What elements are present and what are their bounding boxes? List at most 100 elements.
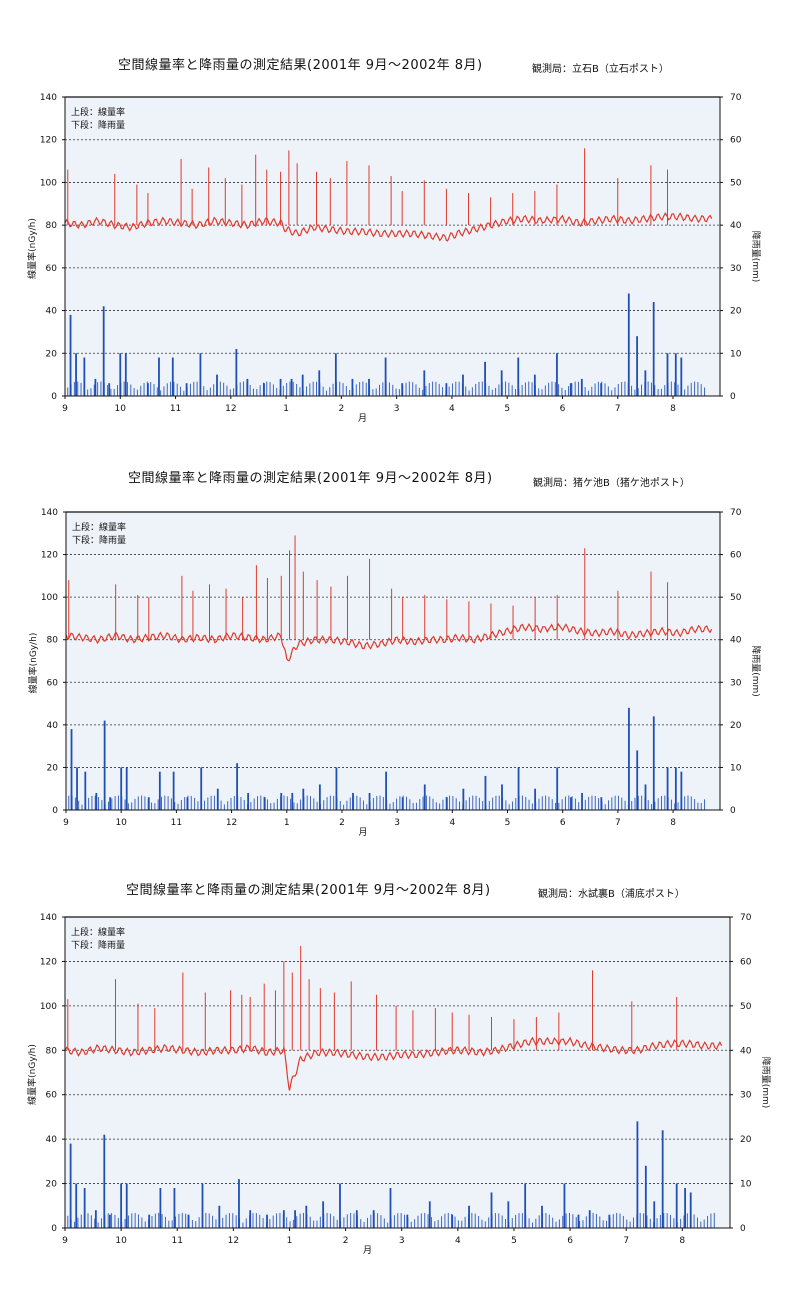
rain-bar <box>392 802 394 810</box>
rain-bar <box>111 1213 113 1228</box>
rain-bar <box>199 353 202 396</box>
rain-bar <box>484 361 486 396</box>
rain-bar <box>362 800 364 810</box>
rain-bar <box>343 1217 345 1228</box>
rain-bar <box>259 385 261 396</box>
rain-bar <box>502 797 504 810</box>
rain-bar <box>395 388 397 396</box>
chart-panel-1: 空間線量率と降雨量の測定結果(2001年 9月～2002年 8月) 観測局：立石… <box>0 0 800 430</box>
rain-bar <box>607 386 609 396</box>
rain-bar <box>80 1214 82 1228</box>
y2-axis-label: 降雨量(mm) <box>750 231 762 283</box>
rain-bar <box>80 382 82 396</box>
rain-bar <box>71 795 73 810</box>
rain-bar <box>286 1217 288 1228</box>
rain-bar <box>600 383 603 396</box>
rain-bar <box>449 795 451 810</box>
rain-bar <box>574 798 576 810</box>
rain-bar <box>289 381 291 396</box>
rain-bar <box>538 1215 540 1228</box>
rain-bar <box>424 1212 426 1228</box>
x-tick-label: 11 <box>171 818 182 828</box>
rain-bar <box>326 797 328 810</box>
rain-bar <box>491 389 493 396</box>
rain-bar <box>670 381 672 396</box>
rain-bar <box>664 385 666 396</box>
rain-bar <box>592 1212 594 1228</box>
rain-bar <box>188 1216 190 1228</box>
rain-bar <box>396 798 398 810</box>
rain-bar <box>571 796 573 810</box>
rain-bar <box>340 1221 342 1228</box>
rain-bar <box>127 803 129 810</box>
x-tick-label: 9 <box>62 404 68 414</box>
rain-bar <box>130 384 132 396</box>
rain-bar <box>299 1213 301 1228</box>
rain-bar <box>83 357 86 396</box>
y2-tick-label: 60 <box>740 957 752 967</box>
rain-bar <box>697 802 699 810</box>
rain-bar <box>554 382 556 396</box>
rain-bar <box>185 383 188 396</box>
rain-bar <box>356 1215 358 1228</box>
rain-bar <box>629 1221 631 1228</box>
rain-bar <box>569 383 572 396</box>
rain-bar <box>117 795 119 810</box>
rain-bar <box>107 801 109 810</box>
y2-tick-label: 0 <box>740 1224 746 1234</box>
rain-bar <box>360 1219 362 1228</box>
rain-bar <box>404 1214 406 1228</box>
rain-bar <box>650 382 652 396</box>
x-tick-label: 8 <box>670 818 676 828</box>
rain-bar <box>196 381 198 396</box>
rain-bar <box>468 390 470 396</box>
rain-bar <box>690 382 692 396</box>
rain-bar <box>325 390 327 396</box>
rain-bar <box>398 389 400 396</box>
legend-rainfall: 下段：降雨量 <box>71 939 125 951</box>
rain-bar <box>462 804 464 810</box>
rain-bar <box>462 788 465 810</box>
rain-bar <box>704 387 706 396</box>
rain-bar <box>127 1215 129 1228</box>
rain-bar <box>133 388 135 396</box>
legend-dose-rate: 上段：線量率 <box>71 106 125 118</box>
rain-bar <box>495 387 497 396</box>
rain-bar <box>126 382 128 396</box>
rain-bar <box>386 799 388 810</box>
rain-bar <box>228 1213 230 1228</box>
rain-bar <box>687 795 689 810</box>
legend-rainfall: 下段：降雨量 <box>71 119 125 131</box>
rain-bar <box>120 767 123 810</box>
rain-bar <box>690 796 692 810</box>
rain-bar <box>673 1218 675 1228</box>
rain-bar <box>595 1213 597 1228</box>
rain-bar <box>296 383 298 396</box>
rain-bar <box>511 801 513 810</box>
rain-bar <box>306 1213 308 1228</box>
rain-bar <box>694 799 696 810</box>
rain-bar <box>652 302 655 396</box>
rain-bar <box>447 1212 449 1228</box>
rain-bar <box>435 802 437 810</box>
rain-bar <box>690 1212 692 1228</box>
rain-bar <box>524 1183 527 1228</box>
rain-bar <box>208 1213 210 1228</box>
y-tick-label: 100 <box>40 1002 57 1012</box>
rain-bar <box>490 1192 493 1228</box>
rain-bar <box>299 387 301 396</box>
rain-bar <box>568 795 570 810</box>
rain-bar <box>114 1214 116 1228</box>
rain-bar <box>713 1212 715 1228</box>
rain-bar <box>555 802 557 810</box>
rain-bar <box>286 796 288 810</box>
rain-bar <box>400 1213 402 1228</box>
x-tick-label: 11 <box>172 1236 183 1246</box>
rain-bar <box>117 1218 119 1228</box>
rain-bar <box>591 386 593 396</box>
y-tick-label: 0 <box>51 1224 57 1234</box>
rain-bar <box>366 804 368 810</box>
y2-axis-label: 降雨量(mm) <box>760 1057 772 1109</box>
rain-bar <box>329 795 331 810</box>
rain-bar <box>644 784 647 810</box>
